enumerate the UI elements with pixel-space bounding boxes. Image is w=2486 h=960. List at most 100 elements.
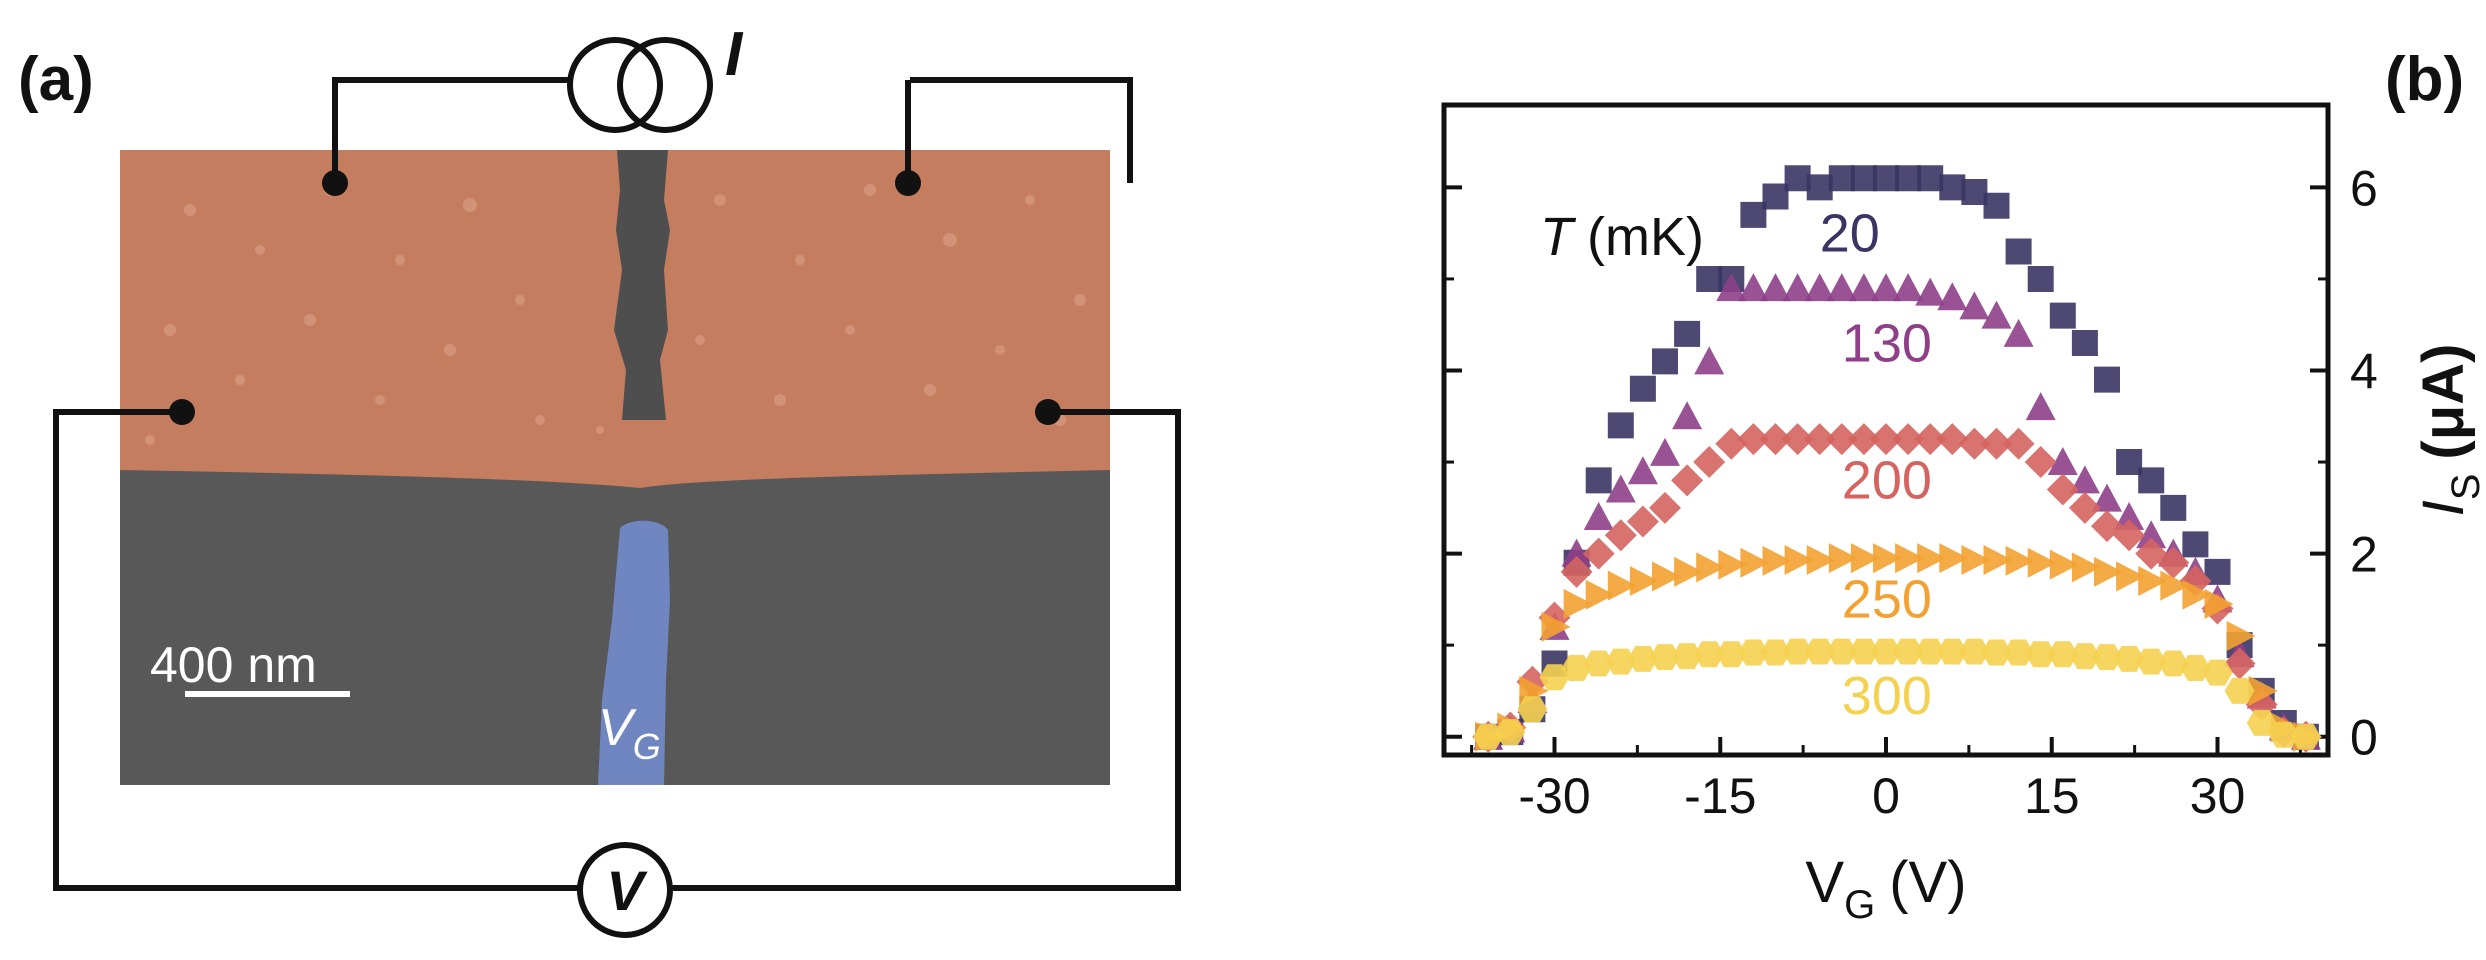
- data-point: [1959, 291, 1990, 320]
- data-point: [2182, 531, 2209, 558]
- data-point: [1782, 273, 1813, 302]
- data-point: [1981, 639, 2012, 666]
- data-point: [2005, 545, 2035, 576]
- voltage-contact-right: [1035, 399, 1061, 425]
- data-point: [2005, 238, 2032, 265]
- y-tick-label: 2: [2350, 527, 2378, 583]
- data-point: [1716, 273, 1747, 302]
- voltage-contact-left: [169, 399, 195, 425]
- data-point: [1850, 165, 1877, 192]
- data-point: [2114, 501, 2145, 530]
- data-point: [1583, 650, 1614, 677]
- data-point: [2136, 520, 2167, 549]
- data-point: [2003, 639, 2034, 666]
- data-point: [1915, 638, 1946, 665]
- data-point: [2069, 465, 2100, 494]
- data-point: [1694, 346, 1725, 375]
- data-point: [1870, 423, 1902, 456]
- data-point: [1781, 423, 1814, 456]
- temperature-header: T (mK): [1540, 207, 1704, 267]
- data-point: [1847, 423, 1880, 456]
- data-point: [2049, 549, 2079, 580]
- data-point: [1696, 265, 1723, 292]
- data-point: [1738, 639, 1769, 666]
- data-point: [1585, 467, 1612, 494]
- data-point: [2248, 675, 2278, 706]
- data-point: [2094, 366, 2120, 393]
- data-point: [1762, 545, 1792, 576]
- data-point: [1937, 282, 1968, 311]
- data-point: [1782, 638, 1813, 665]
- data-point: [2002, 427, 2035, 460]
- data-point: [1539, 664, 1570, 691]
- data-point: [1937, 638, 1968, 665]
- data-point: [1961, 545, 1991, 575]
- data-point: [1541, 611, 1571, 642]
- data-point: [1893, 273, 1924, 302]
- data-point: [1672, 401, 1703, 430]
- data-point: [1871, 273, 1901, 302]
- data-point: [1716, 641, 1747, 668]
- data-point: [1715, 427, 1748, 460]
- data-point: [1848, 273, 1879, 302]
- data-point: [2202, 659, 2233, 686]
- data-point: [1983, 545, 2013, 575]
- data-point: [2071, 552, 2101, 583]
- gate-electrode: [598, 520, 670, 785]
- data-point: [1517, 696, 1548, 723]
- data-point: [1828, 543, 1858, 574]
- data-point: [1583, 501, 1614, 530]
- y-tick-label: 4: [2350, 343, 2378, 399]
- y-tick-label: 6: [2350, 160, 2378, 216]
- electrode-grains: [145, 184, 1086, 445]
- data-point: [1561, 655, 1592, 681]
- scale-bar-label: 400 nm: [150, 637, 317, 693]
- data-point: [1607, 412, 1634, 439]
- data-point: [2094, 556, 2123, 587]
- data-point: [1958, 427, 1991, 460]
- data-point: [1895, 543, 1925, 574]
- data-point: [2114, 645, 2145, 672]
- data-point: [2157, 546, 2190, 579]
- y-tick-label: 0: [2350, 710, 2378, 766]
- panel-b-label: (b): [2385, 45, 2464, 114]
- data-point: [1959, 638, 1990, 665]
- data-point: [1674, 556, 1704, 587]
- data-point: [1850, 543, 1880, 574]
- data-point: [2224, 677, 2255, 704]
- data-point: [1740, 201, 1767, 228]
- data-point: [1939, 543, 1969, 574]
- data-point: [2047, 641, 2078, 668]
- data-point: [2025, 641, 2056, 668]
- data-point: [1784, 545, 1814, 575]
- data-point: [1828, 165, 1855, 192]
- data-point: [1826, 273, 1857, 302]
- data-point: [1693, 446, 1726, 479]
- data-point: [1627, 456, 1658, 485]
- data-point: [2160, 494, 2187, 521]
- x-tick-label: -15: [1684, 768, 1756, 824]
- data-point: [1981, 300, 2012, 329]
- current-circuit: [332, 37, 1133, 183]
- data-point: [1495, 719, 1526, 746]
- data-point: [1893, 638, 1924, 665]
- data-point: [1652, 348, 1678, 375]
- data-point: [2116, 449, 2143, 476]
- data-marks: [1472, 165, 2322, 753]
- data-point: [2027, 265, 2054, 292]
- data-point: [1473, 723, 1504, 750]
- data-point: [1694, 641, 1725, 668]
- x-tick-label: 30: [2190, 768, 2246, 824]
- data-point: [2138, 467, 2165, 494]
- data-point: [1585, 579, 1615, 610]
- x-axis-label: VG (V): [1805, 850, 1966, 927]
- data-point: [1718, 549, 1748, 580]
- data-point: [1560, 555, 1593, 588]
- data-point: [1607, 570, 1637, 601]
- data-point: [1803, 423, 1836, 456]
- data-point: [2226, 620, 2256, 651]
- data-point: [1629, 566, 1659, 597]
- series-label-200: 200: [1842, 451, 1932, 511]
